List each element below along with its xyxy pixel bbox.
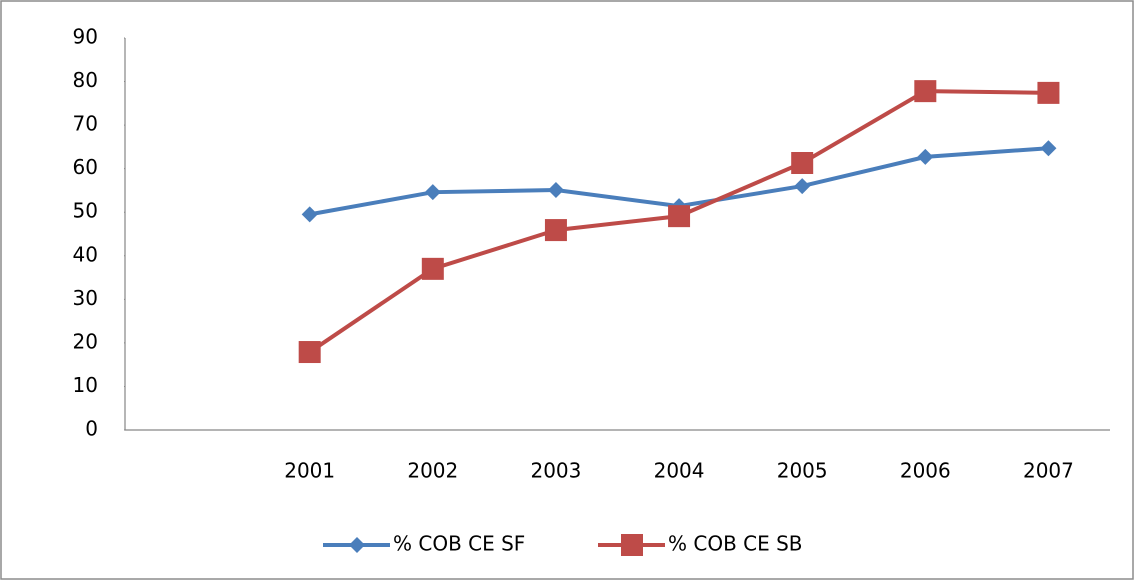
y-tick-label: 10 (73, 373, 98, 397)
y-tick-label: 30 (73, 286, 98, 310)
y-tick-label: 40 (73, 242, 98, 266)
y-tick-label: 90 (73, 25, 98, 49)
x-tick-label: 2004 (654, 459, 705, 483)
y-tick-label: 60 (73, 155, 98, 179)
y-tick-label: 0 (85, 417, 98, 441)
y-tick-label: 80 (73, 68, 98, 92)
y-tick-label: 70 (73, 112, 98, 136)
x-tick-label: 2006 (900, 459, 951, 483)
y-tick-label: 20 (73, 329, 98, 353)
marker (301, 206, 318, 223)
marker (914, 80, 937, 103)
x-tick-label: 2001 (284, 459, 335, 483)
marker (424, 184, 441, 201)
marker (421, 257, 444, 280)
legend-label: % COB CE SB (668, 532, 803, 556)
legend-marker (621, 534, 643, 556)
x-tick-label: 2002 (407, 459, 458, 483)
x-tick-label: 2003 (530, 459, 581, 483)
marker (1040, 140, 1057, 157)
marker (544, 219, 567, 242)
marker (1037, 81, 1060, 104)
marker (791, 152, 814, 175)
x-tick-label: 2007 (1023, 459, 1074, 483)
marker (794, 178, 811, 195)
marker (917, 148, 934, 165)
y-tick-label: 50 (73, 199, 98, 223)
x-tick-label: 2005 (777, 459, 828, 483)
legend-marker (349, 537, 365, 553)
marker (668, 205, 691, 228)
legend-label: % COB CE SF (393, 532, 525, 556)
marker (298, 341, 321, 364)
marker (547, 182, 564, 199)
